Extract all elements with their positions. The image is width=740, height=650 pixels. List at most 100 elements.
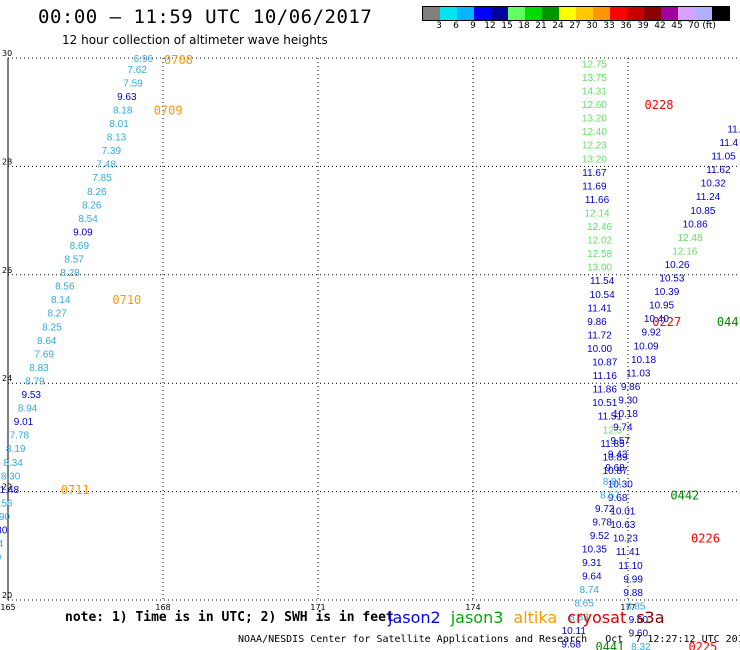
wave-height-label: 11.67 xyxy=(582,168,607,179)
wave-height-label: 9.30 xyxy=(0,526,8,537)
wave-height-label: 7.78 xyxy=(10,431,30,442)
wave-height-label: 9.01 xyxy=(14,417,34,428)
pass-time-label: 0226 xyxy=(691,532,720,546)
wave-height-label: 10.09 xyxy=(634,341,659,352)
pass-time-label: 0442 xyxy=(670,488,699,502)
scale-label: 18 xyxy=(518,21,530,31)
latitude-tick-label: 26 xyxy=(2,266,12,275)
wave-height-label: 8.57 xyxy=(600,490,620,501)
scale-label: 70 (ft) xyxy=(688,21,716,31)
wave-height-label: 10.39 xyxy=(654,287,679,298)
wave-height-label: 12.40 xyxy=(582,127,607,138)
legend-item-altika: altika xyxy=(513,608,558,627)
wave-height-label: 10.85 xyxy=(690,206,715,217)
scale-swatch xyxy=(593,7,610,20)
scale-swatch xyxy=(542,7,559,20)
scale-swatch xyxy=(695,7,712,20)
wave-height-label: 12.48 xyxy=(677,233,702,244)
wave-height-label: 9.88 xyxy=(623,588,643,599)
wave-height-label: 8.64 xyxy=(37,336,57,347)
pass-time-label: 0708 xyxy=(164,53,193,67)
wave-height-label: 11.10 xyxy=(618,561,643,572)
wave-height-label: 12.58 xyxy=(587,249,612,260)
wave-height-label: 8.74 xyxy=(0,539,4,550)
wave-height-label: 11.54 xyxy=(590,276,615,287)
wave-height-label: 10.53 xyxy=(659,274,684,285)
wave-height-label: 9.30 xyxy=(618,395,638,406)
wave-height-label: 7.39 xyxy=(102,146,122,157)
track-altika-0708-0711: 6.967.62 7.59 9.63 8.18 8.01 8.13 7.39 7.48 7.85… xyxy=(0,53,193,564)
wave-height-label: 11.05 xyxy=(711,152,736,163)
wave-height-label: 9.52 xyxy=(590,531,610,542)
wave-height-label: 11.66 xyxy=(585,195,610,206)
pass-time-label: 0441 xyxy=(717,315,740,329)
scale-label: 6 xyxy=(453,21,459,31)
wave-height-label: 8.60 xyxy=(0,553,2,564)
scale-swatch xyxy=(423,7,440,20)
wave-height-label: 12.75 xyxy=(582,59,607,70)
units-note: note: 1) Time is in UTC; 2) SWH is in fe… xyxy=(65,610,394,625)
scale-swatch xyxy=(559,7,576,20)
longitude-tick-label: 171 xyxy=(310,603,325,612)
legend-item-s3a: s3a xyxy=(636,608,665,627)
map-axes: 165 168 171 174 177 30 28 26 24 22 20 xyxy=(0,49,635,612)
wave-height-label: 9.64 xyxy=(582,572,602,583)
latitude-tick-label: 24 xyxy=(2,374,12,383)
wave-height-label: 13.75 xyxy=(582,73,607,84)
scale-label: 39 xyxy=(637,21,649,31)
wave-height-label: 12.3 xyxy=(603,425,623,436)
wave-height-label: 10.54 xyxy=(590,290,615,301)
track-jason3-0441-0442: 9.68 10.11 8.53 8.65 8.74 9.64 9.31 10.35 9.52 9.… xyxy=(561,124,740,650)
scale-swatch xyxy=(457,7,474,20)
wave-height-label: 12.23 xyxy=(582,141,607,152)
longitude-tick-label: 168 xyxy=(155,603,170,612)
latitude-tick-label: 30 xyxy=(2,49,12,58)
wave-height-label: 8.28 xyxy=(60,268,80,279)
wave-height-label: 11.69 xyxy=(582,181,607,192)
wave-height-label: 7.85 xyxy=(92,173,112,184)
pass-time-label: 0441 xyxy=(595,640,624,650)
wave-height-label: 8.69 xyxy=(70,241,90,252)
scale-swatch xyxy=(576,7,593,20)
wave-height-label: 11.72 xyxy=(587,330,612,341)
wave-height-label: 13.20 xyxy=(582,154,607,165)
wave-height-label: 10.89 xyxy=(603,452,628,463)
wave-height-label: 8.18 xyxy=(113,105,133,116)
wave-height-label: 7.69 xyxy=(34,349,54,360)
wave-height-label: 7.59 xyxy=(123,78,143,89)
longitude-tick-label: 174 xyxy=(465,603,480,612)
wave-height-label: 11.62 xyxy=(706,165,731,176)
wave-height-label: 8.26 xyxy=(82,200,102,211)
wave-height-label: 10.32 xyxy=(701,179,726,190)
wave-height-label: 9.86 xyxy=(621,382,641,393)
wave-height-label: 8.65 xyxy=(574,599,594,610)
wave-height-label: 8.53 xyxy=(569,612,589,623)
wave-height-label: 8.26 xyxy=(87,187,107,198)
wave-height-label: 8.56 xyxy=(55,282,75,293)
scale-label: 24 xyxy=(552,21,564,31)
scale-label: 36 xyxy=(620,21,632,31)
color-scale-labels: 3 6 9 12 15 18 21 24 27 30 33 36 39 42 45 70 (ft) xyxy=(422,21,740,33)
scale-label: 33 xyxy=(603,21,615,31)
wave-height-label: 11.48 xyxy=(0,485,20,496)
scale-swatch xyxy=(644,7,661,20)
legend-item-cryosat: cryosat xyxy=(567,608,627,627)
scale-label: 12 xyxy=(484,21,496,31)
wave-height-label: 8.30 xyxy=(1,471,21,482)
wave-height-label: 8.13 xyxy=(107,133,127,144)
wave-height-label: 10.63 xyxy=(610,520,635,531)
satellite-tracks: 6.967.62 7.59 9.63 8.18 8.01 8.13 7.39 7.48 7.85… xyxy=(0,53,740,650)
wave-height-label: 11.24 xyxy=(696,192,721,203)
wave-height-label: 11.86 xyxy=(593,385,618,396)
wave-height-label: 9.43 xyxy=(608,450,628,461)
wave-height-label: 8.94 xyxy=(18,404,38,415)
wave-height-label: 9.31 xyxy=(582,558,602,569)
pass-time-label: 0711 xyxy=(61,483,90,497)
wave-height-label: 9.63 xyxy=(117,92,137,103)
page-title: 00:00 — 11:59 UTC 10/06/2017 xyxy=(38,6,373,28)
scale-swatch xyxy=(712,7,729,20)
scale-label: 21 xyxy=(535,21,547,31)
wave-height-label: 11. xyxy=(727,124,740,135)
wave-height-label: 8.57 xyxy=(64,255,84,266)
scale-label: 15 xyxy=(501,21,513,31)
